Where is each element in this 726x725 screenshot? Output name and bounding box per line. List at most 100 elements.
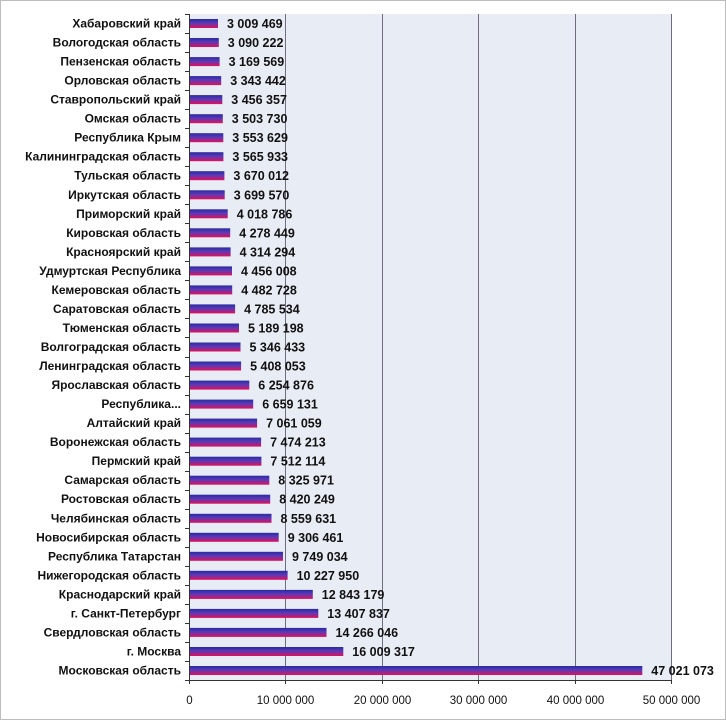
bar xyxy=(190,475,270,485)
value-label: 10 227 950 xyxy=(297,569,360,583)
category-label: Омская область xyxy=(85,112,181,126)
value-label: 9 749 034 xyxy=(292,550,348,564)
value-label: 9 306 461 xyxy=(288,531,344,545)
category-label: Республика... xyxy=(101,397,181,411)
category-label: Пермский край xyxy=(92,454,181,468)
bar xyxy=(190,380,250,390)
value-label: 6 254 876 xyxy=(258,379,314,393)
bar xyxy=(190,114,223,124)
value-label: 4 018 786 xyxy=(237,207,293,221)
category-label: Самарская область xyxy=(64,473,181,487)
value-label: 8 420 249 xyxy=(279,493,335,507)
plot-area xyxy=(189,14,671,680)
category-label: Волгоградская область xyxy=(41,340,181,354)
value-label: 7 061 059 xyxy=(266,417,322,431)
category-label: Вологодская область xyxy=(53,36,181,50)
bar xyxy=(190,171,225,181)
value-label: 8 325 971 xyxy=(278,474,334,488)
category-label: Кировская область xyxy=(66,226,181,240)
bar xyxy=(190,57,220,67)
x-tick-label: 20 000 000 xyxy=(354,695,412,707)
x-tick-label: 40 000 000 xyxy=(547,695,605,707)
category-label: Ленинградская область xyxy=(39,359,181,373)
bar xyxy=(190,551,283,561)
bar xyxy=(190,285,233,295)
category-label: Тюменская область xyxy=(63,321,181,335)
bar xyxy=(190,418,258,428)
value-label: 5 189 198 xyxy=(248,322,304,336)
value-label: 3 456 357 xyxy=(231,93,287,107)
value-label: 3 343 442 xyxy=(230,74,286,88)
category-label: Кемеровская область xyxy=(52,283,182,297)
bar xyxy=(190,513,272,523)
value-label: 3 699 570 xyxy=(234,188,290,202)
category-label: Тульская область xyxy=(74,169,181,183)
value-label: 3 503 730 xyxy=(232,112,288,126)
bar xyxy=(190,133,224,143)
category-label: г. Москва xyxy=(127,645,182,659)
bar xyxy=(190,76,222,86)
category-label: Калининградская область xyxy=(25,150,181,164)
x-tick-label: 50 000 000 xyxy=(643,695,701,707)
bar xyxy=(190,95,223,105)
category-label: Московская область xyxy=(59,664,181,678)
bar xyxy=(190,456,262,466)
value-label: 3 553 629 xyxy=(232,131,288,145)
bar xyxy=(190,38,219,47)
bar xyxy=(190,532,279,542)
bar xyxy=(190,19,218,28)
bar xyxy=(190,589,313,599)
x-tick-label: 10 000 000 xyxy=(257,695,315,707)
bar xyxy=(190,437,262,447)
value-label: 3 670 012 xyxy=(233,169,289,183)
bar xyxy=(190,190,225,200)
value-label: 7 512 114 xyxy=(270,455,325,469)
category-label: Красноярский край xyxy=(66,245,181,259)
category-label: Ростовская область xyxy=(61,492,181,506)
x-tick-label: 30 000 000 xyxy=(450,695,508,707)
category-label: Алтайский край xyxy=(87,416,181,430)
value-label: 14 266 046 xyxy=(336,626,399,640)
bar xyxy=(190,361,242,371)
value-label: 4 314 294 xyxy=(240,245,296,259)
bar xyxy=(190,666,643,675)
category-label: Республика Крым xyxy=(74,131,181,145)
value-label: 13 407 837 xyxy=(327,607,390,621)
bar xyxy=(190,266,232,276)
bar xyxy=(190,304,236,314)
x-tick-label: 0 xyxy=(186,695,192,707)
value-label: 3 090 222 xyxy=(228,36,284,50)
bar xyxy=(190,570,288,580)
bar xyxy=(190,247,231,257)
category-label: Удмуртская Республика xyxy=(39,264,181,278)
category-label: Республика Татарстан xyxy=(48,549,181,563)
category-label: Челябинская область xyxy=(51,511,181,525)
bar xyxy=(190,608,319,618)
bar xyxy=(190,209,228,219)
bar xyxy=(190,323,239,333)
category-label: Хабаровский край xyxy=(72,17,181,31)
category-label: Пензенская область xyxy=(60,55,181,69)
value-label: 12 843 179 xyxy=(322,588,385,602)
category-label: Иркутская область xyxy=(68,188,181,202)
value-label: 6 659 131 xyxy=(262,398,318,412)
value-label: 4 456 008 xyxy=(241,264,297,278)
value-label: 47 021 073 xyxy=(651,664,714,678)
value-label: 3 565 933 xyxy=(232,150,288,164)
category-label: Свердловская область xyxy=(44,625,181,639)
category-label: Краснодарский край xyxy=(59,587,181,601)
value-label: 4 785 534 xyxy=(244,302,300,316)
bar xyxy=(190,228,231,238)
category-label: Нижегородская область xyxy=(37,568,181,582)
category-label: Ярославская область xyxy=(51,378,181,392)
category-label: Ставропольский край xyxy=(50,93,181,107)
bar xyxy=(190,342,241,352)
category-label: Орловская область xyxy=(64,74,181,88)
value-label: 4 482 728 xyxy=(241,283,297,297)
category-label: Воронежская область xyxy=(50,435,181,449)
bar xyxy=(190,152,224,162)
bar xyxy=(190,647,344,656)
value-label: 5 408 053 xyxy=(250,360,306,374)
